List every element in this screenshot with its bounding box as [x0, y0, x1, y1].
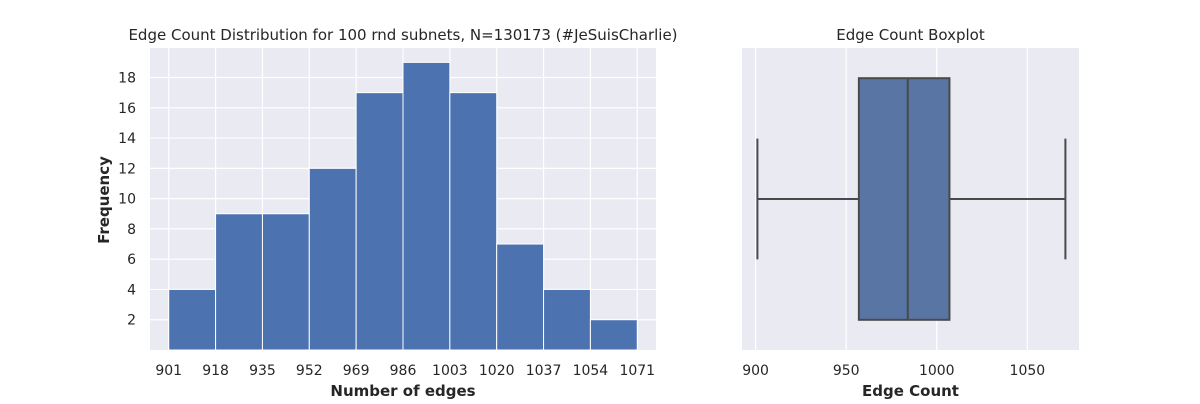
histogram-x-tick-label: 901 [155, 363, 182, 379]
histogram-y-tick-label: 6 [127, 252, 136, 268]
histogram-y-tick-label: 12 [118, 161, 136, 177]
histogram-x-tick-label: 1037 [526, 363, 562, 379]
histogram-x-tick-label: 1020 [479, 363, 515, 379]
histogram-y-tick-label: 16 [118, 101, 136, 117]
histogram-y-ticks: 2 4 6 8 10 12 14 16 18 [118, 71, 136, 329]
histogram-panel: 901 918 935 952 969 986 1003 1020 1037 1054 1071 2… [95, 26, 678, 400]
histogram-x-tick-label: 986 [390, 363, 417, 379]
histogram-x-tick-label: 935 [249, 363, 276, 379]
histogram-y-tick-label: 18 [118, 71, 136, 87]
histogram-bar [355, 92, 404, 351]
boxplot-x-axis-label: Edge Count [862, 382, 959, 400]
histogram-y-tick-label: 8 [127, 222, 136, 238]
histogram-title: Edge Count Distribution for 100 rnd subn… [128, 26, 677, 44]
histogram-bar [261, 213, 310, 351]
histogram-y-tick-label: 4 [127, 282, 136, 298]
histogram-x-tick-label: 952 [296, 363, 323, 379]
boxplot-x-ticks: 900 950 1000 1050 [742, 363, 1045, 379]
histogram-y-tick-label: 14 [118, 131, 136, 147]
histogram-bar [496, 243, 545, 351]
boxplot-x-tick-label: 900 [742, 363, 769, 379]
histogram-x-tick-label: 1071 [619, 363, 655, 379]
boxplot-panel: 900 950 1000 1050 Edge Count Boxplot Edge C… [742, 26, 1079, 400]
histogram-x-axis-label: Number of edges [330, 382, 475, 400]
histogram-bars [168, 61, 638, 351]
histogram-x-tick-label: 918 [202, 363, 229, 379]
histogram-bar [308, 167, 357, 351]
histogram-bar [402, 61, 451, 351]
histogram-bar [543, 288, 591, 351]
boxplot-box [857, 77, 951, 321]
boxplot-x-tick-label: 1050 [1010, 363, 1046, 379]
histogram-x-tick-label: 1003 [432, 363, 468, 379]
histogram-bar [449, 92, 498, 351]
histogram-x-ticks: 901 918 935 952 969 986 1003 1020 1037 1054 1071 [155, 363, 655, 379]
boxplot-x-tick-label: 1000 [919, 363, 955, 379]
histogram-x-tick-label: 1054 [573, 363, 609, 379]
histogram-bar [589, 319, 638, 351]
histogram-bar [215, 213, 263, 351]
histogram-y-axis-label: Frequency [95, 156, 113, 244]
histogram-x-tick-label: 969 [343, 363, 370, 379]
histogram-y-tick-label: 2 [127, 313, 136, 329]
boxplot-title: Edge Count Boxplot [836, 26, 985, 44]
boxplot-marks [756, 77, 1067, 321]
boxplot-x-tick-label: 950 [833, 363, 860, 379]
histogram-y-tick-label: 10 [118, 192, 136, 208]
histogram-bar [168, 288, 217, 351]
